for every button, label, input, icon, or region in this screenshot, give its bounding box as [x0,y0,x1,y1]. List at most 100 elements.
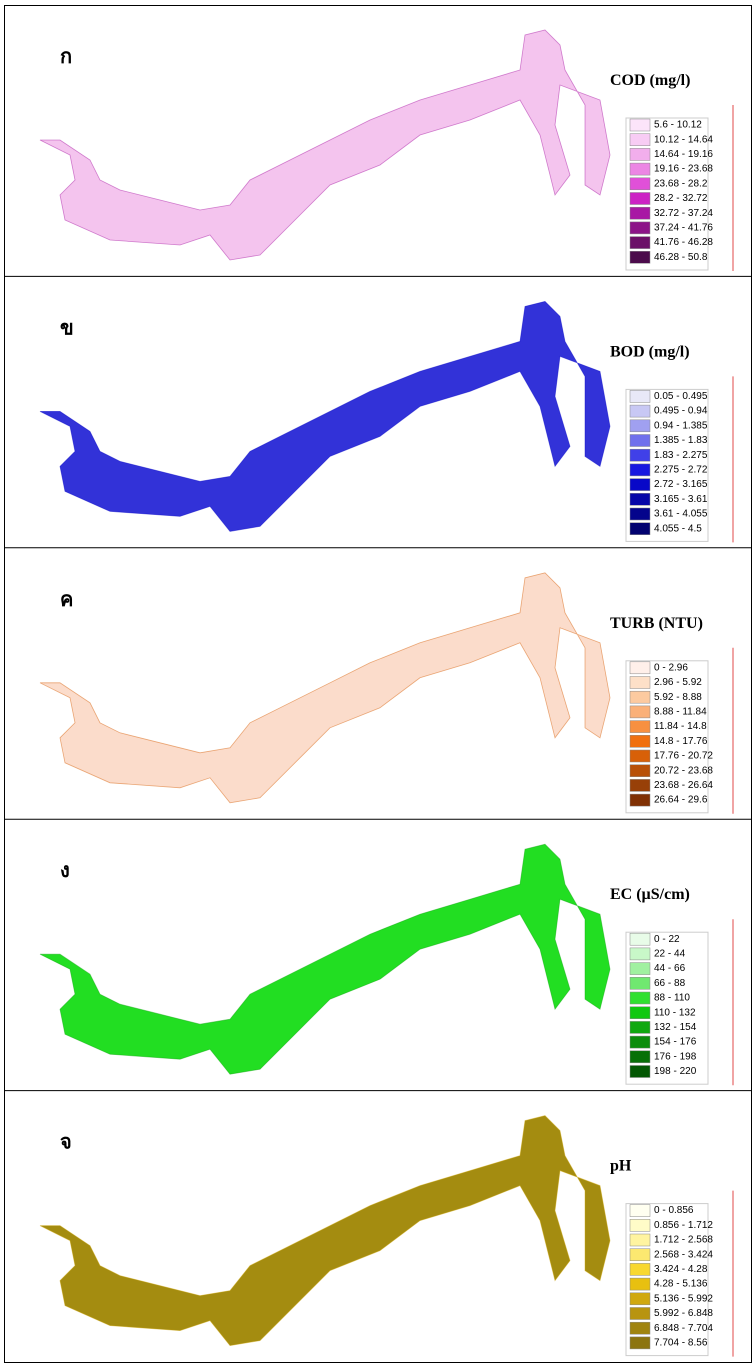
panel: ค TURB (NTU) 0 - 2.96 2.96 - 5.92 5.92 - 8.8… [4,547,752,814]
legend-swatch [629,1307,651,1320]
legend-swatch [629,1336,651,1350]
legend-swatch [629,236,651,249]
legend-swatch [629,749,651,763]
legend-swatch [629,1219,651,1232]
legend-swatch [629,1277,651,1291]
legend-label: 46.28 - 50.8 [654,252,708,263]
reservoir-map [39,1115,611,1347]
legend-label: 22 - 44 [654,949,686,960]
legend-label: 2.96 - 5.92 [654,677,702,688]
legend-swatch [629,507,651,521]
legend-box [625,117,709,271]
legend-swatch [629,192,651,205]
legend-label: 20.72 - 23.68 [654,765,713,776]
legend-label: 3.424 - 4.28 [654,1264,708,1275]
panel: จ pH 0 - 0.856 0.856 - 1.712 1.712 - 2.568 2.… [4,1090,752,1357]
legend-label: 2.568 - 3.424 [654,1249,713,1260]
legend-box [625,931,709,1085]
legend-label: 3.165 - 3.61 [654,494,708,505]
legend-swatch [629,177,651,191]
legend-swatch [629,478,651,491]
reservoir-map [39,843,611,1075]
legend-label: 19.16 - 23.68 [654,164,713,175]
legend-title: COD (mg/l) [610,72,690,89]
legend-swatch [629,661,651,675]
panel-label: จ [60,1130,72,1154]
panel: ข BOD (mg/l) 0.05 - 0.495 0.495 - 0.94 0.94 … [4,275,752,543]
panel-label: ค [60,587,73,611]
legend-swatch [629,1248,651,1261]
legend-swatch [629,1065,651,1078]
legend-label: 41.76 - 46.28 [654,237,713,248]
legend-swatch [629,148,651,161]
legend-label: 0.856 - 1.712 [654,1220,713,1231]
legend-swatch [629,133,651,146]
legend-label: 154 - 176 [654,1037,697,1048]
legend-swatch [629,162,651,176]
legend-label: 5.136 - 5.992 [654,1293,713,1304]
legend-swatch [629,404,651,418]
legend-label: 176 - 198 [654,1051,697,1062]
legend-label: 23.68 - 26.64 [654,780,713,791]
legend-label: 8.88 - 11.84 [654,707,707,718]
legend-swatch [629,1233,651,1247]
reservoir-map [39,300,611,532]
legend-swatch [629,1050,651,1064]
legend-swatch [629,390,651,403]
legend-label: 23.68 - 28.2 [654,178,708,189]
legend-box [625,388,709,542]
legend-label: 0.94 - 1.385 [654,420,708,431]
legend-swatch [629,720,651,733]
reservoir-map [39,572,611,804]
legend-swatch [629,1321,651,1335]
legend-swatch [629,764,651,777]
legend-swatch [629,118,651,132]
panel-label: ข [60,315,74,339]
legend-label: 14.8 - 17.76 [654,736,708,747]
legend-label: 6.848 - 7.704 [654,1323,713,1334]
legend-label: 28.2 - 32.72 [654,193,708,204]
legend-label: 5.6 - 10.12 [654,120,702,131]
legend-swatch [629,206,651,220]
legend-swatch [629,779,651,792]
legend-swatch [629,1263,651,1276]
legend-swatch [629,419,651,433]
legend-label: 5.92 - 8.88 [654,692,702,703]
legend-swatch [629,221,651,235]
legend-swatch [629,1006,651,1019]
legend-swatch [629,463,651,477]
legend-label: 4.055 - 4.5 [654,523,702,534]
legend-label: 7.704 - 8.56 [654,1338,708,1349]
legend-label: 110 - 132 [654,1007,696,1018]
legend-label: 88 - 110 [654,993,690,1004]
legend-swatch [629,493,651,506]
legend-label: 4.28 - 5.136 [654,1279,708,1290]
legend-swatch [629,991,651,1005]
legend-title: EC (µS/cm) [610,886,690,903]
panel: ก COD (mg/l) 5.6 - 10.12 10.12 - 14.64 14.64… [39,29,734,271]
legend-label: 10.12 - 14.64 [654,134,713,145]
legend-swatch [629,793,651,807]
legend-box [625,1203,709,1357]
legend-label: 0 - 0.856 [654,1205,694,1216]
legend-label: 0.495 - 0.94 [654,406,708,417]
legend-title: TURB (NTU) [610,615,703,632]
legend-title: BOD (mg/l) [610,343,690,360]
legend-swatch [629,1204,651,1217]
legend-label: 2.72 - 3.165 [654,479,708,490]
legend-label: 17.76 - 20.72 [654,751,713,762]
legend-swatch [629,735,651,748]
legend-label: 5.992 - 6.848 [654,1308,713,1319]
frame [4,5,752,1363]
legend-label: 26.64 - 29.6 [654,795,708,806]
legend-swatch [629,947,651,961]
legend-label: 0.05 - 0.495 [654,391,708,402]
legend-swatch [629,705,651,719]
legend-swatch [629,676,651,689]
legend-swatch [629,522,651,535]
legend-label: 37.24 - 41.76 [654,223,713,234]
legend-label: 3.61 - 4.055 [654,509,708,520]
legend-label: 0 - 2.96 [654,662,688,673]
legend-label: 66 - 88 [654,978,686,989]
